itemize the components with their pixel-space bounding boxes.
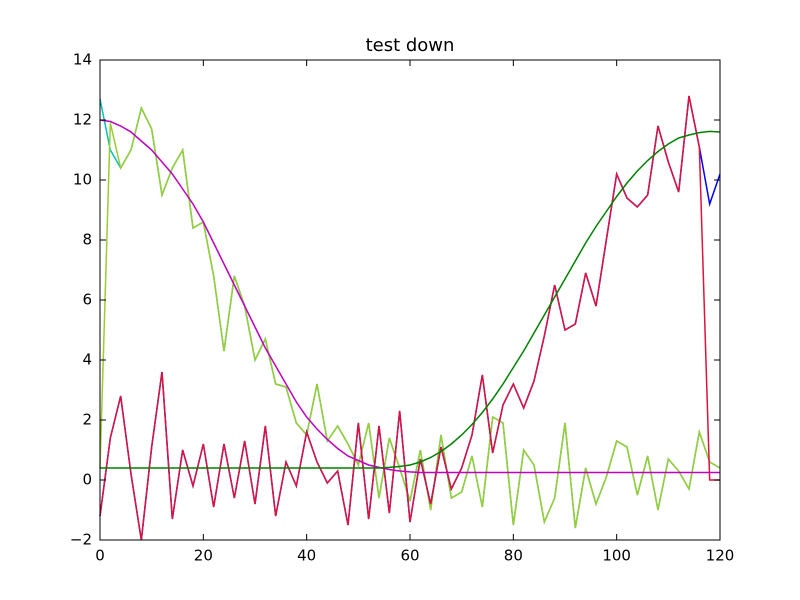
x-tick-label: 20: [194, 547, 213, 565]
data-line: [100, 130, 721, 469]
x-tick-label: 0: [95, 547, 105, 565]
y-tick-label: 2: [82, 411, 92, 429]
y-tick-label: 12: [73, 111, 92, 129]
y-tick-label: 0: [82, 471, 92, 489]
data-line: [99, 95, 720, 541]
x-tick-label: 60: [400, 547, 419, 565]
x-tick-label: 100: [602, 547, 631, 565]
chart-title: test down: [366, 35, 455, 56]
y-tick-label: 10: [73, 171, 92, 189]
x-tick-label: 80: [504, 547, 523, 565]
y-tick-label: 8: [82, 231, 92, 249]
x-tick-label: 40: [297, 547, 316, 565]
y-tick-label: 6: [82, 291, 92, 309]
y-tick-label: −2: [70, 531, 92, 549]
y-tick-label: 14: [73, 51, 92, 69]
x-tick-label: 120: [706, 547, 735, 565]
y-tick-label: 4: [82, 351, 92, 369]
data-line: [99, 119, 720, 474]
